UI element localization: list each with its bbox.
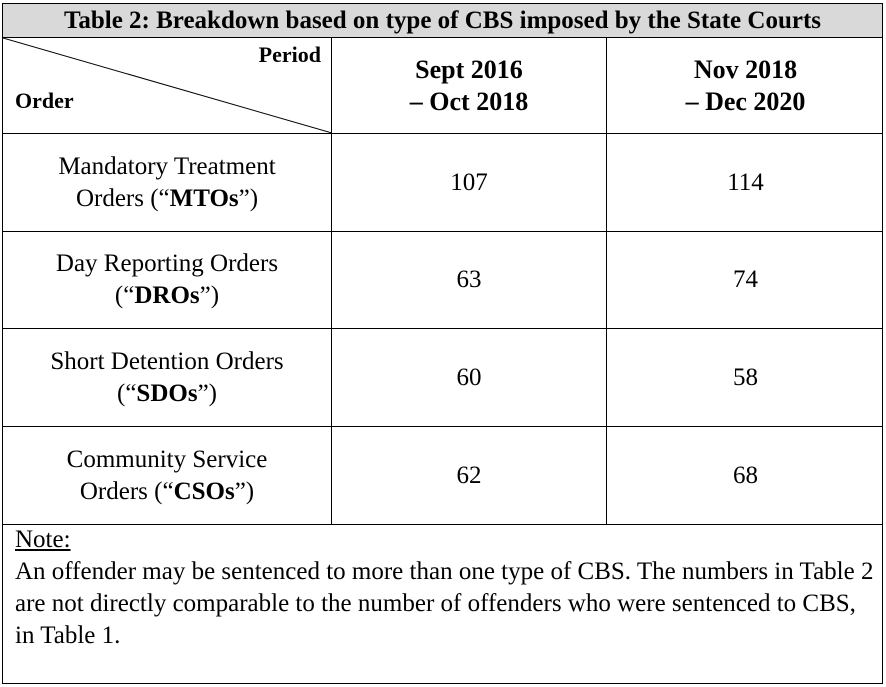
order-name-line1: Mandatory Treatment — [58, 152, 276, 180]
value-cell-period2: 68 — [733, 461, 758, 489]
order-abbr: SDOs — [136, 379, 198, 407]
header-col1-line2: – Oct 2018 — [409, 86, 529, 116]
order-name-cell: Day Reporting Orders (“DROs”) — [3, 232, 332, 328]
value-cell-period2: 58 — [733, 363, 758, 391]
order-name-line2: Orders (“CSOs”) — [79, 477, 255, 505]
header-col2-line1: Nov 2018 — [693, 54, 798, 84]
header-row: Period Order Sept 2016 – Oct 2018 Nov 20… — [3, 38, 882, 134]
order-label: Order — [15, 88, 74, 113]
period-label: Period — [258, 42, 321, 67]
value-cell-period2: 114 — [727, 168, 764, 196]
value-cell-period1: 60 — [332, 329, 607, 426]
value-cell-period1: 107 — [332, 134, 607, 231]
header-corner-cell: Period Order — [3, 38, 332, 133]
order-name-line1: Community Service — [66, 445, 268, 473]
header-col-nov2018: Nov 2018 – Dec 2020 — [607, 38, 884, 133]
header-col-sept2016: Sept 2016 – Oct 2018 — [332, 38, 607, 133]
table-frame: Table 2: Breakdown based on type of CBS … — [2, 3, 883, 684]
order-name-line1: Short Detention Orders — [50, 347, 284, 375]
header-col2-line2: – Dec 2020 — [685, 86, 806, 116]
value-cell-period1: 62 — [332, 427, 607, 524]
header-col1-line1: Sept 2016 — [415, 54, 523, 84]
order-name-cell: Short Detention Orders (“SDOs”) — [3, 329, 332, 426]
order-abbr: CSOs — [173, 477, 235, 505]
diagonal-divider — [3, 38, 332, 133]
table-row: Short Detention Orders (“SDOs”) 60 58 — [3, 329, 882, 427]
table-note: Note: An offender may be sentenced to mo… — [15, 524, 875, 652]
value-cell-period2: 74 — [733, 266, 758, 293]
order-name-line2: Orders (“MTOs”) — [75, 184, 259, 212]
table-row: Mandatory Treatment Orders (“MTOs”) 107 … — [3, 134, 882, 232]
order-name-cell: Community Service Orders (“CSOs”) — [3, 427, 332, 524]
note-text: An offender may be sentenced to more tha… — [15, 558, 874, 649]
order-name-cell: Mandatory Treatment Orders (“MTOs”) — [3, 134, 332, 231]
table-row: Community Service Orders (“CSOs”) 62 68 — [3, 427, 882, 525]
table-row: Day Reporting Orders (“DROs”) 63 74 — [3, 232, 882, 329]
order-abbr: MTOs — [169, 184, 239, 212]
value-cell-period1: 63 — [332, 232, 607, 328]
order-name-line2: (“DROs”) — [114, 282, 220, 309]
order-abbr: DROs — [134, 282, 200, 309]
order-name-line1: Day Reporting Orders — [55, 250, 279, 277]
table-title: Table 2: Breakdown based on type of CBS … — [3, 4, 882, 38]
order-name-line2: (“SDOs”) — [117, 379, 217, 407]
note-label: Note: — [15, 526, 71, 553]
